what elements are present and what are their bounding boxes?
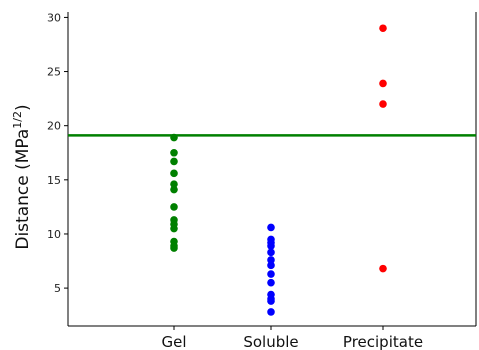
data-point-gel: [170, 185, 178, 194]
data-point-gel: [170, 244, 178, 252]
ticks: 5 10 15 20 25 30 Gel Soluble Precipitate: [47, 11, 423, 350]
data-point-soluble: [267, 297, 275, 305]
y-axis-label-main: Distance (MPa: [13, 129, 33, 250]
data-point-soluble: [267, 223, 275, 232]
x-tick-label-precipitate: Precipitate: [343, 333, 423, 350]
data-point-precipitate: [379, 264, 387, 273]
data-point-soluble: [267, 248, 275, 257]
y-tick-label: 5: [54, 282, 61, 295]
data-point-soluble: [267, 278, 275, 287]
y-tick-label: 25: [47, 66, 61, 79]
y-axis-label-suffix: ): [13, 104, 33, 111]
data-point-precipitate: [379, 24, 387, 33]
data-point-gel: [170, 169, 178, 178]
x-tick-label-gel: Gel: [161, 333, 186, 350]
data-point-soluble: [267, 242, 275, 250]
data-point-soluble: [267, 270, 275, 278]
data-point-gel: [170, 148, 178, 157]
data-point-soluble: [267, 261, 275, 270]
axes: [67, 12, 477, 327]
y-axis-label-superscript: 1/2: [11, 111, 24, 129]
data-point-precipitate: [379, 100, 387, 108]
data-point-precipitate: [379, 79, 387, 88]
data-point-gel: [170, 224, 178, 233]
data-point-gel: [170, 180, 178, 188]
y-tick-label: 20: [47, 120, 61, 133]
data-points: [170, 24, 387, 316]
y-axis-label: Distance (MPa1/2): [11, 104, 33, 249]
data-point-soluble: [267, 256, 275, 264]
x-tick-label-soluble: Soluble: [243, 333, 298, 350]
y-tick-label: 10: [47, 228, 61, 241]
y-tick-label: 15: [47, 174, 61, 187]
y-tick-label: 30: [47, 11, 61, 24]
data-point-gel: [170, 133, 178, 142]
data-point-gel: [170, 203, 178, 211]
data-point-soluble: [267, 308, 275, 316]
data-point-gel: [170, 157, 178, 166]
